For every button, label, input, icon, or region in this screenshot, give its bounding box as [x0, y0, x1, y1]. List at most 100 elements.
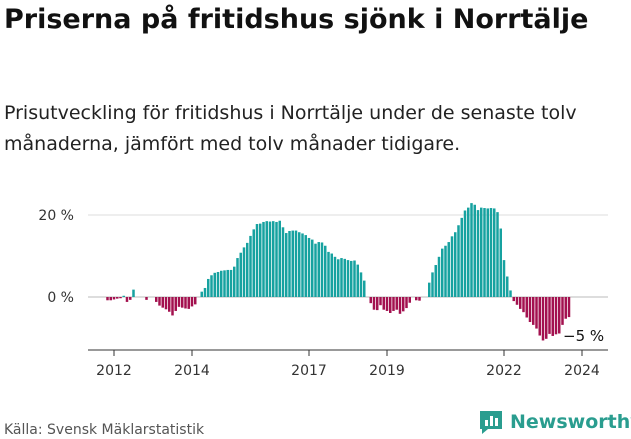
- y-tick-label-0: 0 %: [47, 290, 74, 306]
- bar-93: [392, 297, 395, 311]
- bar-111: [450, 236, 454, 297]
- bar-104: [428, 282, 431, 297]
- bar-72: [324, 245, 327, 297]
- bar-115: [463, 210, 467, 297]
- bar-86: [369, 297, 372, 304]
- bar-8: [116, 297, 119, 299]
- bar-53: [262, 221, 265, 297]
- bar-45: [236, 258, 239, 297]
- bar-139: [541, 297, 545, 341]
- bar-137: [535, 297, 538, 329]
- bar-98: [408, 297, 411, 303]
- bar-83: [359, 272, 363, 297]
- bar-5: [106, 297, 109, 301]
- bar-145: [561, 297, 564, 325]
- bar-73: [327, 251, 330, 297]
- bar-81: [353, 260, 356, 297]
- x-axis-ticks: 2012 2014 2017 2019 2022 2024: [96, 350, 600, 379]
- bar-75: [333, 256, 337, 297]
- brand-name: Newsworthy: [510, 411, 631, 433]
- bar-110: [447, 242, 450, 297]
- bar-31: [190, 297, 194, 307]
- bar-67: [307, 237, 311, 297]
- bar-96: [402, 297, 405, 312]
- bar-90: [382, 297, 385, 310]
- bar-135: [528, 297, 532, 323]
- bar-35: [203, 287, 207, 297]
- bar-49: [249, 235, 252, 297]
- bar-37: [210, 275, 213, 297]
- bar-88: [376, 297, 379, 311]
- bar-9: [119, 297, 122, 299]
- bar-113: [457, 225, 460, 297]
- bar-40: [220, 270, 223, 297]
- bar-87: [372, 297, 376, 310]
- bar-series: [106, 203, 571, 341]
- x-tick-label-2012: 2012: [96, 363, 132, 379]
- bar-71: [320, 242, 324, 297]
- bar-70: [317, 242, 320, 297]
- bar-27: [177, 297, 181, 307]
- bar-134: [525, 297, 528, 318]
- bar-78: [343, 258, 346, 297]
- bar-101: [418, 297, 421, 301]
- bar-138: [538, 297, 541, 336]
- bar-105: [431, 272, 434, 297]
- bar-142: [551, 297, 554, 336]
- bar-114: [460, 217, 463, 297]
- bar-91: [385, 297, 389, 311]
- bar-82: [356, 264, 359, 297]
- bar-36: [207, 278, 210, 297]
- bar-130: [512, 297, 515, 302]
- bar-112: [454, 232, 457, 297]
- bar-63: [294, 230, 298, 297]
- bar-140: [545, 297, 548, 339]
- bar-38: [213, 272, 216, 297]
- bar-22: [161, 297, 164, 308]
- last-value-label: −5 %: [563, 327, 604, 345]
- bar-58: [278, 220, 281, 297]
- bar-7: [112, 297, 116, 300]
- bar-117: [470, 203, 473, 297]
- bar-69: [314, 243, 317, 297]
- bar-46: [239, 252, 242, 297]
- bar-30: [187, 297, 190, 309]
- bar-66: [304, 235, 307, 297]
- x-tick-label-2024: 2024: [564, 363, 600, 379]
- bar-10: [122, 295, 125, 297]
- bar-55: [268, 221, 272, 297]
- bar-79: [346, 260, 350, 297]
- bar-60: [285, 233, 288, 297]
- bar-12: [129, 297, 132, 300]
- bar-106: [434, 265, 437, 297]
- bar-23: [164, 297, 168, 310]
- bar-95: [398, 297, 402, 314]
- bar-129: [509, 290, 512, 297]
- bar-59: [281, 227, 285, 297]
- bar-50: [252, 229, 255, 297]
- bar-44: [233, 266, 236, 297]
- bar-43: [229, 269, 233, 297]
- bar-6: [109, 297, 112, 301]
- chart-title: Priserna på fritidshus sjönk i Norrtälje: [4, 4, 589, 35]
- bar-108: [441, 248, 444, 297]
- bar-144: [558, 297, 561, 334]
- bar-76: [337, 259, 340, 297]
- bar-146: [564, 297, 567, 319]
- bar-116: [467, 207, 470, 297]
- bar-125: [496, 212, 499, 297]
- bar-80: [350, 260, 353, 297]
- bar-147: [567, 297, 571, 318]
- brand-logo[interactable]: Newsworthy: [478, 409, 631, 435]
- bar-39: [216, 271, 220, 297]
- bar-84: [363, 280, 366, 297]
- x-tick-label-2022: 2022: [486, 363, 522, 379]
- bar-56: [272, 221, 275, 297]
- bar-61: [288, 230, 291, 297]
- bar-89: [379, 297, 382, 306]
- newsworthy-logo-icon: [480, 411, 502, 434]
- bar-107: [437, 256, 441, 297]
- bar-34: [200, 291, 203, 297]
- bar-136: [532, 297, 535, 325]
